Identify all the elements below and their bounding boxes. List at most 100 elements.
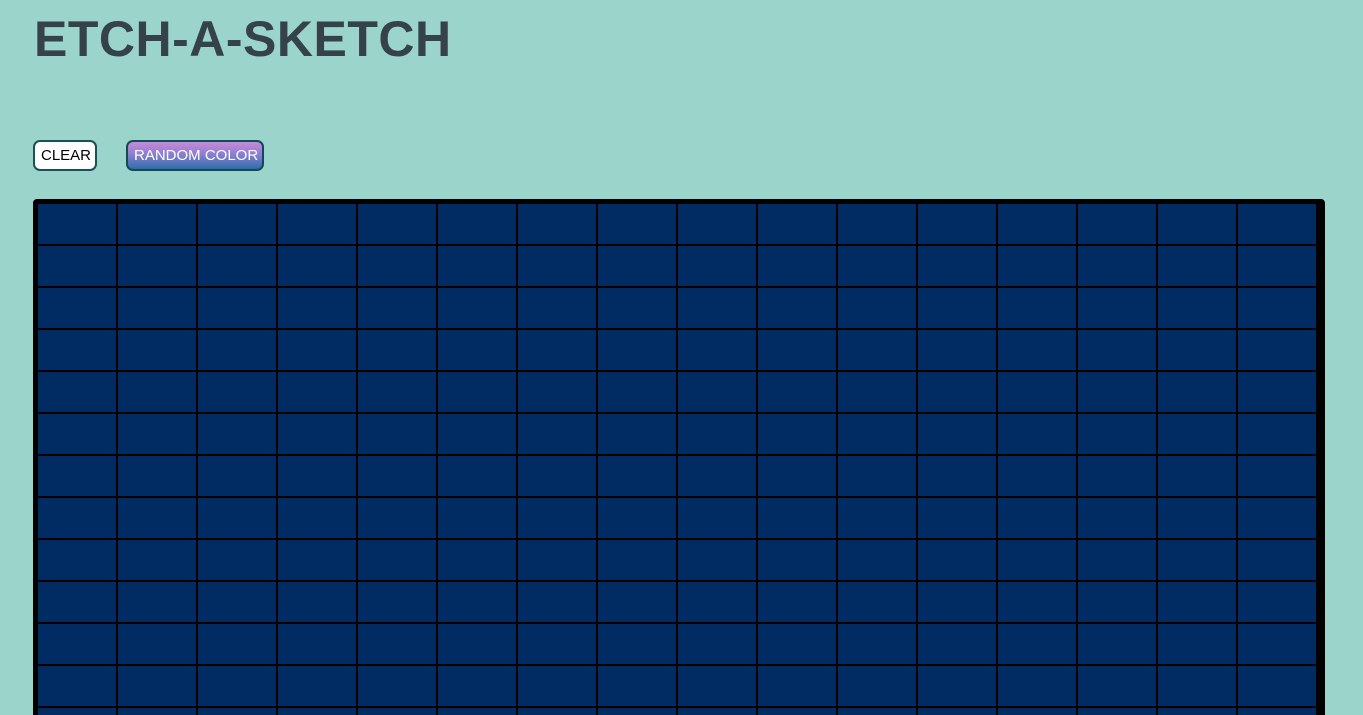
grid-cell[interactable]	[1078, 582, 1156, 622]
grid-cell[interactable]	[118, 666, 196, 706]
grid-cell[interactable]	[438, 666, 516, 706]
grid-cell[interactable]	[1158, 708, 1236, 715]
grid-cell[interactable]	[998, 246, 1076, 286]
grid-cell[interactable]	[598, 708, 676, 715]
grid-cell[interactable]	[518, 540, 596, 580]
grid-cell[interactable]	[118, 246, 196, 286]
grid-cell[interactable]	[758, 414, 836, 454]
grid-cell[interactable]	[918, 372, 996, 412]
grid-cell[interactable]	[678, 414, 756, 454]
grid-cell[interactable]	[278, 330, 356, 370]
grid-cell[interactable]	[998, 288, 1076, 328]
grid-cell[interactable]	[358, 246, 436, 286]
grid-cell[interactable]	[918, 624, 996, 664]
grid-cell[interactable]	[1238, 330, 1316, 370]
grid-cell[interactable]	[38, 540, 116, 580]
grid-cell[interactable]	[358, 666, 436, 706]
grid-cell[interactable]	[118, 288, 196, 328]
grid-cell[interactable]	[358, 708, 436, 715]
grid-cell[interactable]	[118, 456, 196, 496]
grid-cell[interactable]	[438, 708, 516, 715]
grid-cell[interactable]	[678, 372, 756, 412]
grid-cell[interactable]	[838, 624, 916, 664]
grid-cell[interactable]	[38, 582, 116, 622]
grid-cell[interactable]	[198, 204, 276, 244]
grid-cell[interactable]	[358, 204, 436, 244]
grid-cell[interactable]	[598, 204, 676, 244]
grid-cell[interactable]	[438, 204, 516, 244]
grid-cell[interactable]	[38, 288, 116, 328]
grid-cell[interactable]	[1078, 498, 1156, 538]
grid-cell[interactable]	[518, 456, 596, 496]
grid-cell[interactable]	[38, 498, 116, 538]
grid-cell[interactable]	[358, 288, 436, 328]
grid-cell[interactable]	[678, 456, 756, 496]
grid-cell[interactable]	[438, 330, 516, 370]
grid-cell[interactable]	[438, 540, 516, 580]
grid-cell[interactable]	[518, 288, 596, 328]
grid-cell[interactable]	[38, 666, 116, 706]
grid-cell[interactable]	[918, 288, 996, 328]
grid-cell[interactable]	[758, 456, 836, 496]
grid-cell[interactable]	[678, 582, 756, 622]
grid-cell[interactable]	[38, 624, 116, 664]
grid-cell[interactable]	[918, 540, 996, 580]
grid-cell[interactable]	[518, 666, 596, 706]
grid-cell[interactable]	[1078, 456, 1156, 496]
grid-cell[interactable]	[118, 582, 196, 622]
grid-cell[interactable]	[758, 540, 836, 580]
grid-cell[interactable]	[678, 666, 756, 706]
grid-cell[interactable]	[1238, 372, 1316, 412]
grid-cell[interactable]	[1158, 414, 1236, 454]
grid-cell[interactable]	[598, 498, 676, 538]
grid-cell[interactable]	[118, 498, 196, 538]
grid-cell[interactable]	[38, 246, 116, 286]
grid-cell[interactable]	[998, 414, 1076, 454]
grid-cell[interactable]	[1238, 708, 1316, 715]
grid-cell[interactable]	[278, 498, 356, 538]
grid-cell[interactable]	[678, 246, 756, 286]
grid-cell[interactable]	[438, 498, 516, 538]
grid-cell[interactable]	[1078, 330, 1156, 370]
grid-cell[interactable]	[1238, 414, 1316, 454]
grid-cell[interactable]	[118, 708, 196, 715]
grid-cell[interactable]	[838, 540, 916, 580]
grid-cell[interactable]	[918, 582, 996, 622]
grid-cell[interactable]	[998, 540, 1076, 580]
grid-cell[interactable]	[198, 624, 276, 664]
sketch-grid[interactable]	[38, 204, 1320, 715]
grid-cell[interactable]	[118, 540, 196, 580]
grid-cell[interactable]	[758, 666, 836, 706]
grid-cell[interactable]	[758, 708, 836, 715]
grid-cell[interactable]	[1238, 204, 1316, 244]
grid-cell[interactable]	[358, 540, 436, 580]
grid-cell[interactable]	[838, 204, 916, 244]
grid-cell[interactable]	[278, 666, 356, 706]
grid-cell[interactable]	[1238, 246, 1316, 286]
grid-cell[interactable]	[598, 414, 676, 454]
grid-cell[interactable]	[598, 456, 676, 496]
grid-cell[interactable]	[438, 582, 516, 622]
grid-cell[interactable]	[118, 624, 196, 664]
grid-cell[interactable]	[358, 624, 436, 664]
grid-cell[interactable]	[918, 330, 996, 370]
grid-cell[interactable]	[198, 288, 276, 328]
grid-cell[interactable]	[758, 498, 836, 538]
grid-cell[interactable]	[1238, 456, 1316, 496]
grid-cell[interactable]	[598, 330, 676, 370]
grid-cell[interactable]	[438, 372, 516, 412]
random-color-button[interactable]: RANDOM COLOR	[126, 140, 264, 171]
grid-cell[interactable]	[1158, 372, 1236, 412]
grid-cell[interactable]	[438, 246, 516, 286]
grid-cell[interactable]	[758, 246, 836, 286]
grid-cell[interactable]	[1238, 582, 1316, 622]
grid-cell[interactable]	[1078, 666, 1156, 706]
grid-cell[interactable]	[598, 624, 676, 664]
grid-cell[interactable]	[838, 288, 916, 328]
grid-cell[interactable]	[918, 666, 996, 706]
grid-cell[interactable]	[358, 498, 436, 538]
grid-cell[interactable]	[918, 246, 996, 286]
grid-cell[interactable]	[1158, 666, 1236, 706]
grid-cell[interactable]	[758, 582, 836, 622]
grid-cell[interactable]	[1238, 666, 1316, 706]
